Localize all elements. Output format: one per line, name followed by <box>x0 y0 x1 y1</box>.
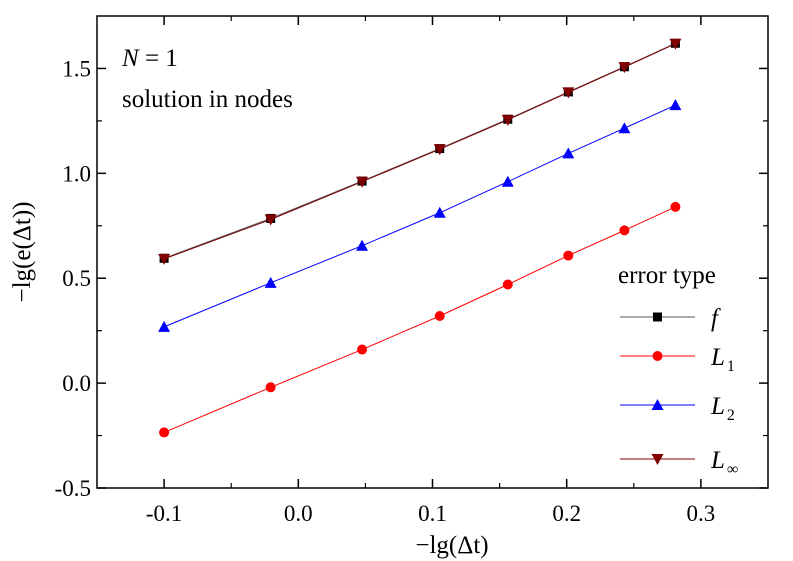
series-group <box>158 38 682 438</box>
series-line <box>163 42 676 259</box>
data-point <box>433 144 446 156</box>
y-tick-label: 1.0 <box>62 161 91 186</box>
data-point <box>356 239 369 251</box>
x-tick-label: 0.3 <box>687 501 716 526</box>
data-point <box>562 87 575 99</box>
y-tick-label: 0.5 <box>62 266 91 291</box>
data-point <box>264 214 277 226</box>
series-line <box>163 206 676 433</box>
x-tick-label: 0.2 <box>552 501 581 526</box>
data-point <box>562 147 575 159</box>
x-tick-label: 0.1 <box>418 501 447 526</box>
data-point <box>158 253 171 265</box>
data-point <box>264 276 277 288</box>
annotation-solution: solution in nodes <box>122 86 293 113</box>
data-point <box>670 201 681 212</box>
legend-title: error type <box>618 262 716 289</box>
legend-swatch-marker <box>651 454 664 465</box>
legend-item-0: f <box>620 305 721 332</box>
series-0 <box>159 38 680 263</box>
y-tick-label: 0.0 <box>62 371 91 396</box>
data-point <box>669 38 682 50</box>
data-point <box>158 320 171 332</box>
data-point <box>501 175 514 187</box>
legend: error type f L 1 L 2 L ∞ <box>618 262 738 478</box>
legend-swatch-marker <box>652 351 663 361</box>
legend-item-3: L ∞ <box>620 447 738 478</box>
y-tick-label: 1.5 <box>62 56 91 81</box>
y-tick-label: -0.5 <box>55 476 91 501</box>
legend-label: f <box>711 305 721 332</box>
x-tick-label: -0.1 <box>146 501 182 526</box>
x-axis-label: −lg(Δt) <box>415 532 488 559</box>
legend-label: L ∞ <box>710 447 738 478</box>
series-line <box>163 104 676 328</box>
data-point <box>434 310 445 321</box>
series-1 <box>159 201 681 438</box>
data-point <box>618 122 631 134</box>
axis-ticks: -0.1 0.0 0.1 0.2 0.3 -0.5 0.0 0.5 1.0 1.5 <box>55 16 768 526</box>
series-line <box>163 43 676 260</box>
data-point <box>618 62 631 74</box>
data-point <box>265 382 276 393</box>
y-axis-label: −lg(e(Δt)) <box>9 202 36 303</box>
series-3 <box>158 38 682 265</box>
data-point <box>563 250 574 261</box>
data-point <box>669 99 682 111</box>
annotation-n: N = 1 <box>121 45 178 72</box>
legend-swatch-marker <box>651 399 664 410</box>
legend-swatch-marker <box>653 312 662 322</box>
x-tick-label: 0.0 <box>284 501 313 526</box>
data-point <box>357 344 368 355</box>
data-point <box>502 279 513 290</box>
series-2 <box>158 99 682 332</box>
data-point <box>356 176 369 188</box>
data-point <box>159 427 170 438</box>
data-point <box>501 114 514 126</box>
data-point <box>619 225 630 236</box>
data-point <box>433 206 446 218</box>
